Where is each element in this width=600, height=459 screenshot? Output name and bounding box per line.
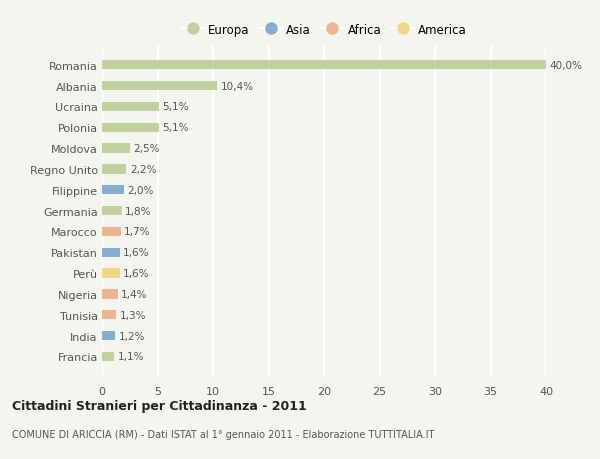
- Text: 5,1%: 5,1%: [162, 123, 188, 133]
- Bar: [102, 186, 124, 195]
- Text: 1,6%: 1,6%: [123, 248, 149, 257]
- Text: 1,8%: 1,8%: [125, 206, 152, 216]
- Text: 1,3%: 1,3%: [120, 310, 146, 320]
- Legend: Europa, Asia, Africa, America: Europa, Asia, Africa, America: [176, 19, 472, 41]
- Bar: [102, 82, 217, 91]
- Text: 10,4%: 10,4%: [221, 81, 254, 91]
- Text: 1,4%: 1,4%: [121, 289, 148, 299]
- Bar: [102, 207, 122, 216]
- Bar: [102, 269, 120, 278]
- Text: 40,0%: 40,0%: [550, 61, 582, 71]
- Bar: [102, 165, 127, 174]
- Bar: [102, 331, 115, 341]
- Text: Cittadini Stranieri per Cittadinanza - 2011: Cittadini Stranieri per Cittadinanza - 2…: [12, 399, 307, 412]
- Text: 1,7%: 1,7%: [124, 227, 151, 237]
- Bar: [102, 61, 546, 70]
- Text: 1,2%: 1,2%: [119, 331, 145, 341]
- Text: 1,1%: 1,1%: [118, 352, 144, 362]
- Text: 2,0%: 2,0%: [128, 185, 154, 196]
- Bar: [102, 123, 158, 133]
- Bar: [102, 227, 121, 236]
- Bar: [102, 290, 118, 299]
- Text: 2,5%: 2,5%: [133, 144, 160, 154]
- Text: COMUNE DI ARICCIA (RM) - Dati ISTAT al 1° gennaio 2011 - Elaborazione TUTTITALIA: COMUNE DI ARICCIA (RM) - Dati ISTAT al 1…: [12, 429, 434, 439]
- Bar: [102, 102, 158, 112]
- Bar: [102, 310, 116, 320]
- Text: 1,6%: 1,6%: [123, 269, 149, 279]
- Bar: [102, 352, 114, 361]
- Bar: [102, 248, 120, 257]
- Bar: [102, 144, 130, 153]
- Text: 2,2%: 2,2%: [130, 165, 156, 174]
- Text: 5,1%: 5,1%: [162, 102, 188, 112]
